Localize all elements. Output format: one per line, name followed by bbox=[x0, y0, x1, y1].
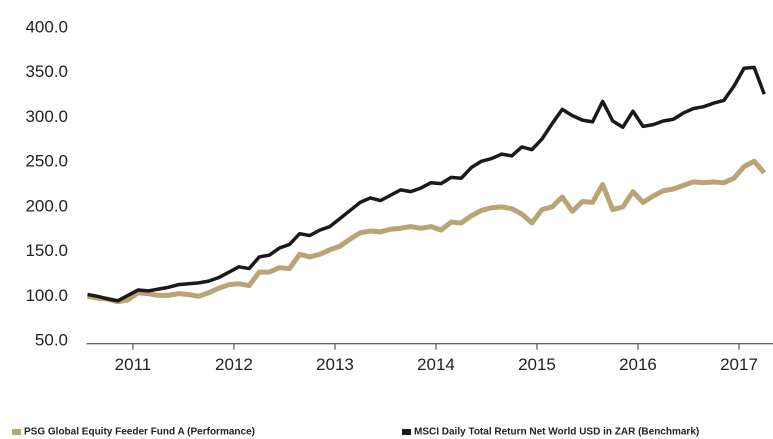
series-line bbox=[87, 158, 767, 305]
y-tick-label: 350.0 bbox=[25, 62, 68, 81]
y-tick-label: 400.0 bbox=[25, 17, 68, 36]
y-tick-label: 150.0 bbox=[25, 241, 68, 260]
y-tick-label: 200.0 bbox=[25, 196, 68, 215]
legend-swatch bbox=[402, 429, 411, 435]
y-tick-label: 50.0 bbox=[35, 331, 68, 350]
series-line bbox=[87, 65, 766, 303]
x-tick-label: 2012 bbox=[215, 355, 253, 374]
legend-swatch bbox=[12, 429, 21, 435]
x-tick-label: 2014 bbox=[417, 355, 455, 374]
x-tick-label: 2013 bbox=[316, 355, 354, 374]
x-tick-label: 2017 bbox=[720, 355, 758, 374]
legend-label: PSG Global Equity Feeder Fund A (Perform… bbox=[24, 427, 255, 438]
y-tick-label: 300.0 bbox=[25, 107, 68, 126]
y-tick-label: 100.0 bbox=[25, 286, 68, 305]
legend-label: MSCI Daily Total Return Net World USD in… bbox=[414, 427, 699, 438]
y-tick-label: 250.0 bbox=[25, 152, 68, 171]
x-tick-label: 2015 bbox=[518, 355, 556, 374]
x-tick-label: 2011 bbox=[115, 355, 152, 374]
x-tick-label: 2016 bbox=[619, 355, 657, 374]
